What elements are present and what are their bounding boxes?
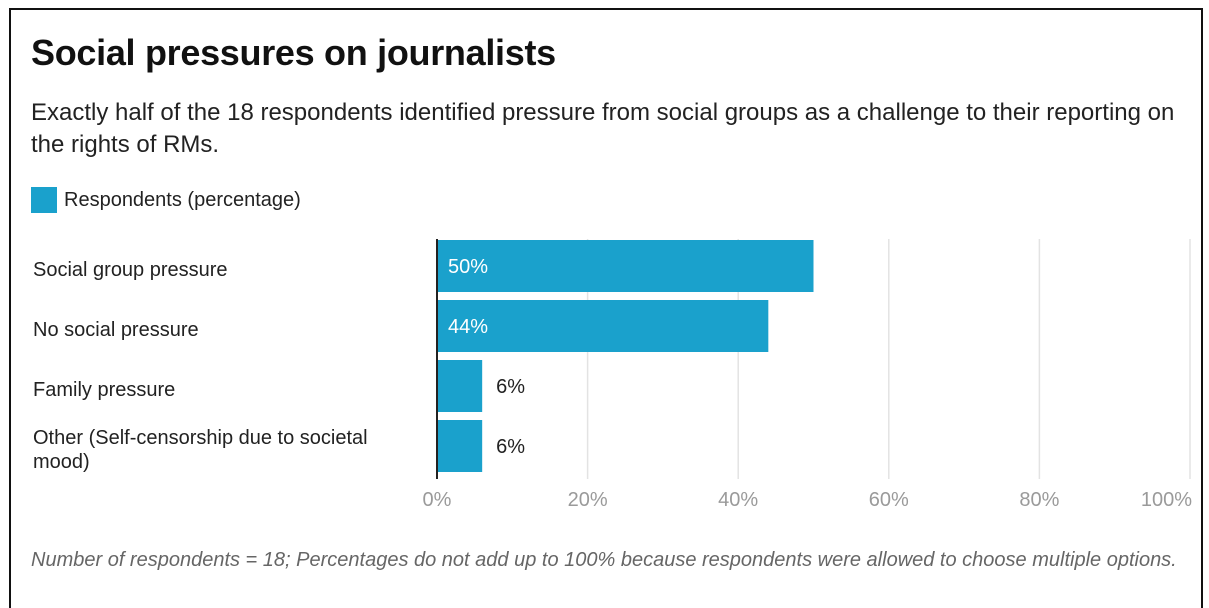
category-label: Social group pressure	[33, 259, 228, 281]
data-label: 50%	[448, 256, 488, 278]
legend-swatch	[31, 187, 57, 213]
legend-label: Respondents (percentage)	[64, 188, 301, 211]
data-label: 6%	[496, 436, 525, 458]
data-label: 6%	[496, 376, 525, 398]
category-label: Family pressure	[33, 379, 175, 401]
x-tick-label: 60%	[869, 489, 909, 511]
data-label: 44%	[448, 316, 488, 338]
chart-frame	[9, 8, 1203, 608]
x-tick-label: 100%	[1141, 489, 1192, 511]
footnote: Number of respondents = 18; Percentages …	[31, 549, 1177, 571]
bar	[437, 420, 483, 472]
legend: Respondents (percentage)	[31, 187, 301, 213]
category-label: mood)	[33, 451, 90, 473]
category-label: Other (Self-censorship due to societal	[33, 427, 368, 449]
bar	[437, 360, 483, 412]
bar	[437, 240, 814, 292]
bar	[437, 300, 769, 352]
chart-subtitle: Exactly half of the 18 respondents ident…	[31, 99, 1175, 158]
x-tick-label: 0%	[423, 489, 452, 511]
bar-chart: 50% Social group pressure 44% No social pre…	[33, 239, 1192, 511]
x-tick-label: 40%	[718, 489, 758, 511]
chart-title: Social pressures on journalists	[31, 32, 556, 73]
x-tick-label: 20%	[568, 489, 608, 511]
x-tick-label: 80%	[1019, 489, 1059, 511]
category-label: No social pressure	[33, 319, 199, 341]
